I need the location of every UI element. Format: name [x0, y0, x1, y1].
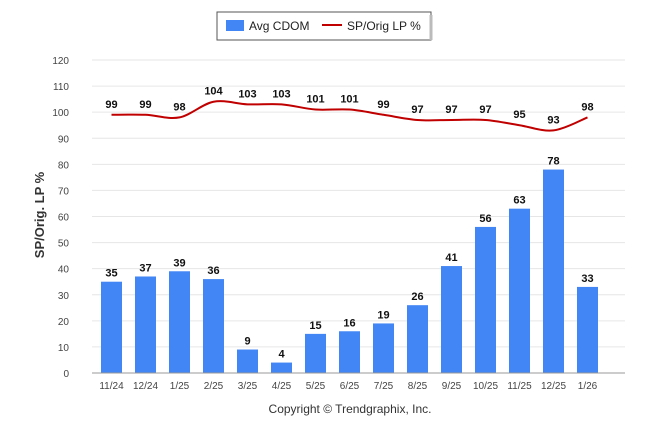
y-tick-label: 100 [52, 108, 69, 119]
bar-data-label: 9 [244, 336, 250, 348]
bar [135, 276, 156, 373]
line-data-label: 97 [411, 104, 423, 116]
bar [237, 349, 258, 373]
bar-data-label: 19 [377, 309, 389, 321]
line-data-label: 97 [479, 104, 491, 116]
y-tick-label: 20 [58, 317, 70, 328]
line-data-label: 103 [272, 88, 290, 100]
bar-data-labels: 35 37 39 36 9 4 15 16 19 26 41 56 63 78 33 [105, 156, 593, 361]
line-data-label: 93 [547, 114, 559, 126]
gridlines [92, 59, 625, 348]
x-tick-label: 4/25 [272, 381, 292, 392]
x-tick-labels: 11/24 12/24 1/25 2/25 3/25 4/25 5/25 6/25 7/25 8/… [99, 381, 597, 392]
x-tick-label: 8/25 [408, 381, 428, 392]
x-tick-label: 11/24 [99, 381, 124, 392]
legend-swatch-bar [226, 20, 244, 31]
bar [339, 331, 360, 373]
x-tick-label: 7/25 [374, 381, 394, 392]
y-tick-label: 50 [58, 239, 70, 250]
x-tick-label: 1/25 [170, 381, 190, 392]
bar [543, 169, 564, 373]
x-tick-label: 9/25 [442, 381, 462, 392]
y-tick-label: 110 [53, 82, 69, 93]
bar-data-label: 63 [513, 195, 525, 207]
y-tick-label: 120 [52, 56, 69, 67]
bar-data-label: 26 [411, 291, 423, 303]
y-tick-label: 60 [58, 213, 70, 224]
bar-series [101, 169, 598, 373]
x-tick-label: 2/25 [204, 381, 224, 392]
x-tick-label: 5/25 [306, 381, 326, 392]
bar [407, 305, 428, 373]
bar-data-label: 78 [547, 156, 559, 168]
bar-data-label: 37 [139, 262, 151, 274]
line-data-label: 99 [377, 99, 389, 111]
bar-data-label: 4 [278, 349, 285, 361]
y-tick-label: 40 [58, 265, 70, 276]
bar-data-label: 33 [581, 273, 593, 285]
bar [305, 333, 326, 373]
x-tick-label: 6/25 [340, 381, 360, 392]
line-data-labels: 99 99 98 104 103 103 101 101 99 97 97 97 95 93 98 [105, 86, 593, 127]
line-data-label: 101 [340, 94, 358, 106]
y-tick-label: 10 [58, 343, 70, 354]
y-tick-label: 80 [58, 160, 70, 171]
y-tick-label: 70 [58, 186, 70, 197]
x-tick-label: 1/26 [578, 381, 598, 392]
bar [169, 271, 190, 373]
x-tick-label: 12/25 [541, 381, 566, 392]
bar [373, 323, 394, 373]
copyright-text: Copyright © Trendgraphix, Inc. [269, 402, 432, 416]
line-data-label: 98 [581, 101, 593, 113]
bar-data-label: 39 [173, 257, 185, 269]
bar-data-label: 56 [479, 213, 491, 225]
bar [271, 362, 292, 373]
line-series [111, 100, 588, 132]
x-tick-label: 10/25 [473, 381, 498, 392]
line-data-label: 99 [139, 99, 151, 111]
x-tick-label: 3/25 [238, 381, 258, 392]
bar-data-label: 36 [207, 265, 219, 277]
bar-data-label: 35 [105, 268, 117, 280]
line-data-label: 101 [306, 94, 324, 106]
bar [509, 208, 530, 373]
x-tick-label: 11/25 [507, 381, 532, 392]
bar [203, 279, 224, 373]
legend-label-bar: Avg CDOM [249, 19, 309, 33]
x-tick-label: 12/24 [133, 381, 158, 392]
legend-label-line: SP/Orig LP % [347, 19, 421, 33]
legend: Avg CDOM SP/Orig LP % [216, 11, 433, 41]
bar [441, 266, 462, 373]
line-data-label: 103 [238, 88, 256, 100]
bar [101, 281, 122, 373]
line-data-label: 98 [173, 101, 185, 113]
y-tick-label: 0 [63, 369, 69, 380]
bar [475, 226, 496, 373]
bar [577, 286, 598, 373]
bar-data-label: 16 [343, 317, 355, 329]
y-tick-labels: 0 10 20 30 40 50 60 70 80 90 100 110 120 [52, 56, 69, 380]
line-data-label: 99 [105, 99, 117, 111]
bar-data-label: 15 [309, 320, 321, 332]
line-data-label: 104 [204, 86, 223, 98]
y-tick-label: 30 [58, 291, 70, 302]
y-axis-title: SP/Orig. LP % [32, 171, 47, 258]
line-data-label: 95 [513, 109, 525, 121]
bar-data-label: 41 [445, 252, 457, 264]
y-tick-label: 90 [58, 134, 70, 145]
line-data-label: 97 [445, 104, 457, 116]
